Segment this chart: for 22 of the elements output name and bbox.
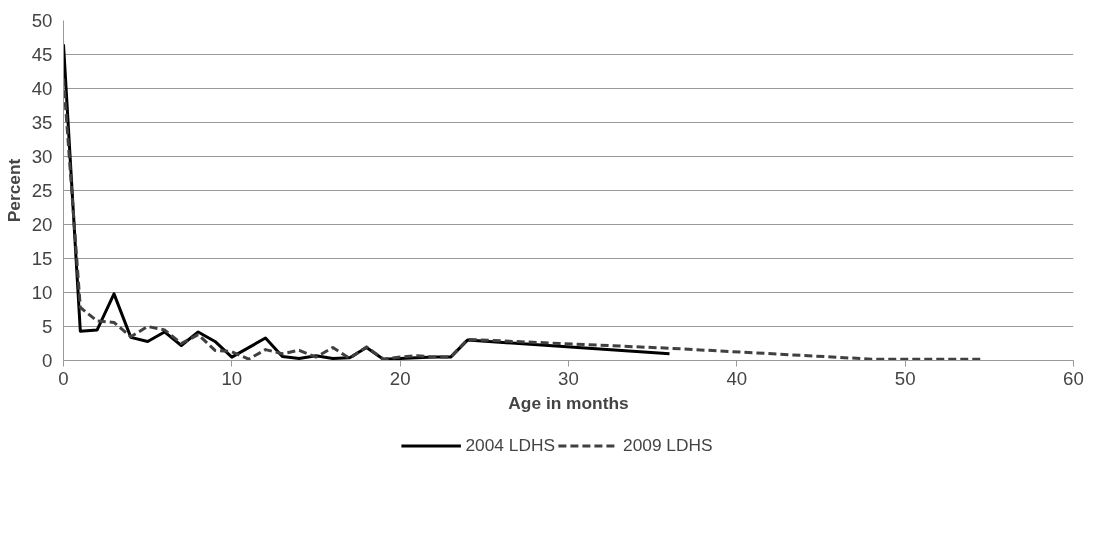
y-tick-label: 45	[31, 44, 53, 65]
y-tick-label: 40	[31, 78, 53, 99]
y-tick-label: 0	[42, 350, 53, 371]
x-tick-label: 30	[558, 367, 579, 389]
y-axis-title: Percent	[3, 158, 24, 223]
y-tick-label: 10	[31, 282, 53, 303]
x-tick-label: 50	[894, 367, 916, 389]
legend-label: 2009 LDHS	[623, 434, 713, 456]
y-tick-label: 5	[42, 316, 53, 337]
y-tick-label: 50	[31, 10, 53, 31]
x-tick-label: 20	[389, 367, 411, 389]
x-tick-label: 60	[1063, 367, 1084, 389]
y-tick-label: 20	[31, 214, 53, 235]
y-tick-label: 35	[31, 112, 53, 133]
x-axis-title: Age in months	[508, 392, 629, 413]
y-tick-label: 25	[31, 180, 53, 201]
y-tick-label: 30	[31, 146, 53, 167]
x-tick-label: 0	[58, 367, 69, 389]
legend-label: 2004 LDHS	[465, 434, 555, 456]
x-tick-label: 10	[221, 367, 243, 389]
x-tick-label: 40	[726, 367, 748, 389]
y-tick-label: 15	[31, 248, 53, 269]
